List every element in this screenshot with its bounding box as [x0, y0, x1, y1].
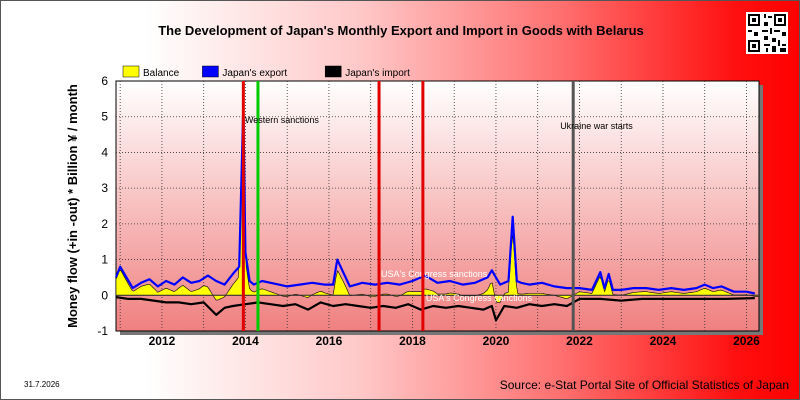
snapshot-date: 31.7.2026	[24, 380, 60, 389]
y-tick-label: 3	[101, 181, 108, 195]
y-tick-label: 4	[101, 145, 108, 159]
event-label: USA's Congress sanctions	[426, 293, 533, 303]
y-tick-label: 5	[101, 110, 108, 124]
qr-code-icon	[746, 12, 788, 54]
legend-swatch	[202, 65, 219, 78]
event-label: Western sanctions	[245, 115, 319, 125]
legend-swatch	[122, 65, 140, 78]
x-tick-label: 2020	[483, 334, 510, 348]
x-tick-label: 2026	[733, 334, 760, 348]
x-tick-label: 2024	[650, 334, 677, 348]
x-tick-label: 2014	[232, 334, 259, 348]
event-label: Ukraine war starts	[560, 121, 633, 131]
y-tick-label: -1	[97, 324, 108, 338]
legend-swatch	[324, 65, 342, 78]
x-tick-label: 2012	[149, 334, 176, 348]
legend-label: Japan's import	[345, 68, 410, 79]
export-line	[114, 104, 756, 295]
x-tick-label: 2016	[316, 334, 343, 348]
source-note: Source: e-Stat Portal Site of Official S…	[499, 378, 789, 392]
y-tick-label: 0	[101, 288, 108, 302]
x-tick-label: 2022	[566, 334, 593, 348]
import-line	[115, 296, 755, 322]
chart-title: The Development of Japan's Monthly Expor…	[158, 23, 644, 38]
y-axis-label: Money flow (+in -out) * Billion ¥ / mont…	[65, 84, 80, 328]
legend-label: Japan's export	[222, 68, 287, 79]
x-tick-label: 2018	[399, 334, 426, 348]
y-tick-label: 1	[101, 253, 108, 267]
event-label: USA's Congress sanctions	[381, 269, 488, 279]
y-tick-label: 2	[101, 217, 108, 231]
y-tick-label: 6	[101, 74, 108, 88]
legend-label: Balance	[143, 68, 180, 79]
